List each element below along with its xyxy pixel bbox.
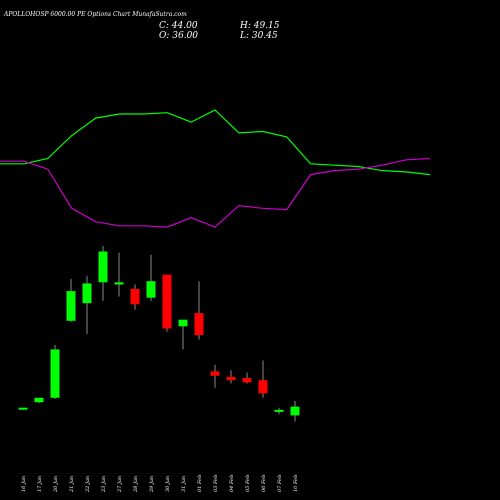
candle-body [82, 283, 92, 304]
candle-body [114, 282, 124, 285]
candle-body [98, 251, 108, 283]
x-tick-label: 30 Jan [165, 476, 171, 492]
candle-body [242, 378, 252, 383]
candle-body [66, 291, 76, 321]
x-tick-label: 27 Jan [117, 476, 123, 493]
x-tick-label: 06 Feb [261, 475, 267, 492]
low-value: L: 30.45 [239, 31, 278, 41]
x-tick-label: 10 Feb [293, 475, 299, 492]
x-axis-ticks: 16 Jan 17 Jan 20 Jan 21 Jan 22 Jan 23 Jan 27 J… [21, 475, 299, 493]
x-tick-label: 17 Jan [37, 476, 43, 492]
x-tick-label: 07 Feb [277, 475, 283, 492]
x-tick-label: 31 Jan [181, 476, 187, 492]
x-tick-label: 23 Jan [101, 476, 107, 493]
x-tick-label: 22 Jan [85, 476, 91, 493]
candle-body [226, 376, 236, 381]
candle-body [18, 407, 28, 410]
x-tick-label: 20 Jan [53, 476, 59, 493]
x-tick-label: 16 Jan [21, 476, 27, 492]
open-value: O: 36.00 [159, 31, 198, 41]
x-tick-label: 05 Feb [245, 475, 251, 492]
candle-body [258, 380, 268, 394]
candle-body [34, 397, 44, 403]
x-tick-label: 21 Jan [69, 476, 75, 493]
candle-body [130, 288, 140, 305]
overlay-line-1 [0, 109, 431, 176]
x-tick-label: 04 Feb [229, 475, 235, 492]
x-tick-label: 29 Jan [149, 476, 155, 493]
candle-body [210, 371, 220, 376]
candles [18, 246, 300, 422]
candle-body [162, 274, 172, 329]
candle-body [194, 313, 204, 336]
overlay-lines [0, 109, 431, 228]
candle-body [290, 406, 300, 416]
high-value: H: 49.15 [239, 21, 280, 31]
close-value: C: 44.00 [159, 21, 198, 31]
overlay-line-2 [0, 157, 431, 228]
x-tick-label: 28 Jan [133, 476, 139, 493]
x-tick-label: 03 Feb [213, 475, 219, 492]
x-tick-label: 01 Feb [197, 475, 203, 492]
candle-body [146, 281, 156, 298]
candle-body [274, 409, 284, 412]
candle-body [178, 319, 188, 327]
chart-title: APOLLOHOSP 6000.00 PE Options Chart Muna… [3, 11, 187, 18]
candle-body [50, 349, 60, 398]
